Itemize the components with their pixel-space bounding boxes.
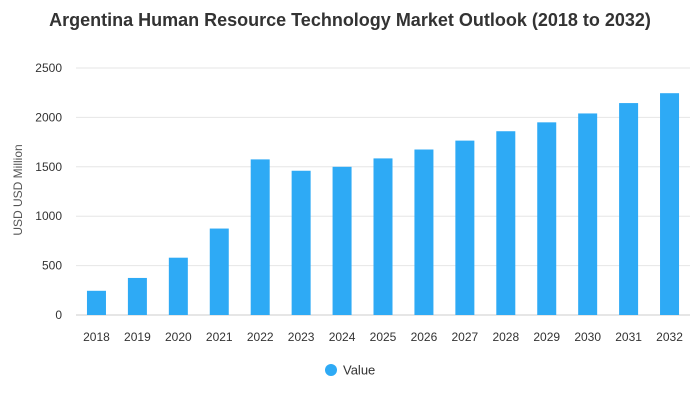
x-tick-label: 2019 [124, 330, 151, 344]
y-tick-label: 2000 [35, 110, 62, 124]
y-axis-label: USD USD Million [11, 144, 25, 235]
bar-2029[interactable] [537, 122, 557, 315]
legend-marker-value [325, 364, 337, 376]
x-tick-label: 2030 [574, 330, 601, 344]
x-axis-ticks: 2018 2019 2020 2021 2022 2023 2024 2025 2026 2027… [83, 330, 683, 344]
x-tick-label: 2024 [329, 330, 356, 344]
bar-2019[interactable] [127, 277, 147, 315]
x-tick-label: 2029 [533, 330, 560, 344]
bar-2024[interactable] [332, 166, 352, 315]
bar-2022[interactable] [250, 159, 270, 315]
bar-2031[interactable] [619, 103, 639, 315]
x-tick-label: 2028 [492, 330, 519, 344]
x-tick-label: 2021 [206, 330, 233, 344]
x-tick-label: 2025 [370, 330, 397, 344]
x-tick-label: 2022 [247, 330, 274, 344]
x-tick-label: 2031 [615, 330, 642, 344]
x-tick-label: 2018 [83, 330, 110, 344]
legend-label-value: Value [343, 363, 375, 378]
y-tick-label: 2500 [35, 61, 62, 75]
bar-2020[interactable] [168, 257, 188, 315]
x-tick-label: 2027 [452, 330, 479, 344]
bar-2023[interactable] [291, 170, 311, 315]
y-tick-label: 1500 [35, 160, 62, 174]
x-tick-label: 2023 [288, 330, 315, 344]
legend[interactable]: Value [325, 363, 375, 378]
x-tick-label: 2032 [656, 330, 683, 344]
bar-2028[interactable] [496, 131, 516, 315]
bar-2026[interactable] [414, 149, 434, 315]
y-tick-label: 0 [55, 308, 62, 322]
y-axis-ticks: 0 500 1000 1500 2000 2500 [35, 61, 62, 322]
y-tick-label: 500 [42, 259, 62, 273]
bar-2030[interactable] [578, 113, 598, 315]
chart-title: Argentina Human Resource Technology Mark… [49, 10, 651, 30]
bar-2018[interactable] [86, 290, 106, 315]
bar-2027[interactable] [455, 140, 475, 315]
x-tick-label: 2026 [411, 330, 438, 344]
bar-2025[interactable] [373, 158, 393, 315]
bar-2021[interactable] [209, 228, 229, 315]
bar-2032[interactable] [660, 93, 680, 315]
bars-layer [86, 93, 680, 315]
x-tick-label: 2020 [165, 330, 192, 344]
y-tick-label: 1000 [35, 209, 62, 223]
